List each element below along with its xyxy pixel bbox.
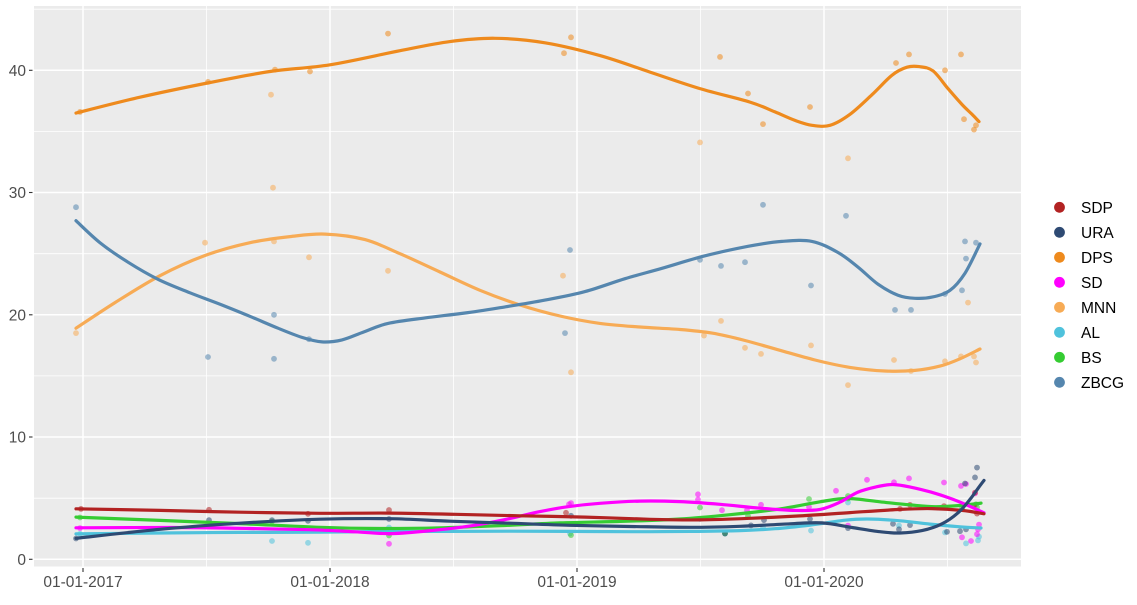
svg-text:01-01-2017: 01-01-2017: [43, 574, 122, 591]
svg-text:01-01-2018: 01-01-2018: [290, 574, 369, 591]
svg-text:AL: AL: [1081, 325, 1100, 342]
svg-text:10: 10: [9, 430, 27, 447]
svg-text:SD: SD: [1081, 275, 1103, 292]
svg-text:ZBCG: ZBCG: [1081, 375, 1124, 392]
svg-text:URA: URA: [1081, 225, 1114, 242]
svg-text:0: 0: [17, 552, 26, 569]
svg-text:SDP: SDP: [1081, 200, 1113, 217]
svg-text:DPS: DPS: [1081, 250, 1113, 267]
svg-text:01-01-2019: 01-01-2019: [537, 574, 616, 591]
svg-text:20: 20: [9, 307, 27, 324]
svg-text:30: 30: [9, 185, 27, 202]
svg-text:MNN: MNN: [1081, 300, 1116, 317]
svg-text:BS: BS: [1081, 350, 1102, 367]
svg-text:01-01-2020: 01-01-2020: [784, 574, 864, 591]
svg-text:40: 40: [9, 63, 27, 80]
